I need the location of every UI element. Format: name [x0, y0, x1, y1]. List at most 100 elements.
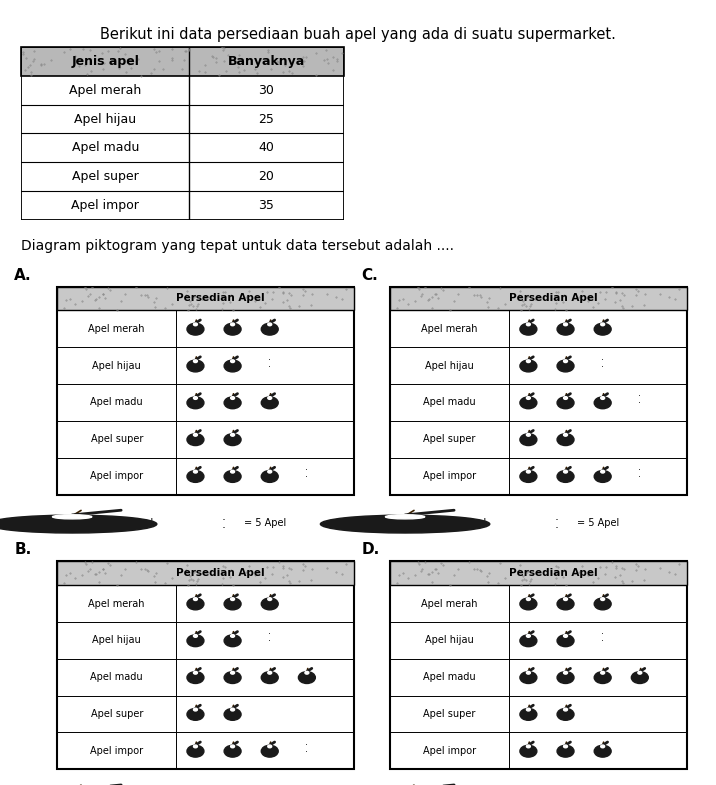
- Circle shape: [557, 433, 574, 446]
- FancyBboxPatch shape: [390, 561, 687, 585]
- Circle shape: [268, 323, 271, 326]
- Text: Apel super: Apel super: [423, 709, 476, 719]
- Text: Apel madu: Apel madu: [90, 672, 143, 682]
- Circle shape: [231, 433, 235, 436]
- Circle shape: [187, 433, 204, 446]
- Circle shape: [187, 470, 204, 482]
- Text: Apel merah: Apel merah: [69, 84, 141, 97]
- Text: Persedian Apel: Persedian Apel: [509, 568, 598, 579]
- Circle shape: [526, 396, 531, 400]
- Circle shape: [193, 323, 198, 326]
- Circle shape: [526, 745, 531, 748]
- Text: = 5 Apel: = 5 Apel: [577, 517, 619, 528]
- Circle shape: [557, 745, 574, 757]
- Circle shape: [520, 745, 537, 757]
- Circle shape: [563, 396, 568, 400]
- Circle shape: [520, 323, 537, 335]
- Text: Diagram piktogram yang tepat untuk data tersebut adalah ....: Diagram piktogram yang tepat untuk data …: [21, 239, 455, 254]
- Circle shape: [526, 597, 531, 601]
- Text: ⁚: ⁚: [306, 469, 309, 479]
- Text: 35: 35: [258, 199, 274, 212]
- Circle shape: [231, 396, 235, 400]
- Text: ⁚: ⁚: [639, 396, 642, 405]
- Circle shape: [594, 598, 611, 610]
- Circle shape: [193, 745, 198, 748]
- Circle shape: [261, 672, 279, 684]
- Circle shape: [231, 597, 235, 601]
- Text: Apel merah: Apel merah: [422, 599, 478, 608]
- Circle shape: [193, 396, 198, 400]
- Circle shape: [563, 745, 568, 748]
- FancyBboxPatch shape: [57, 287, 354, 495]
- Circle shape: [385, 515, 425, 519]
- FancyBboxPatch shape: [390, 287, 687, 495]
- Circle shape: [187, 360, 204, 372]
- Circle shape: [557, 708, 574, 721]
- Text: C.: C.: [362, 268, 378, 283]
- Circle shape: [261, 470, 279, 482]
- Circle shape: [557, 635, 574, 647]
- Circle shape: [557, 598, 574, 610]
- Circle shape: [231, 360, 235, 363]
- Circle shape: [638, 671, 642, 674]
- Circle shape: [231, 708, 235, 711]
- Circle shape: [261, 598, 279, 610]
- Circle shape: [193, 671, 198, 674]
- Circle shape: [520, 397, 537, 409]
- Circle shape: [632, 672, 648, 684]
- Circle shape: [224, 360, 241, 372]
- Circle shape: [563, 360, 568, 363]
- Text: ⁚: ⁚: [306, 744, 309, 754]
- FancyBboxPatch shape: [390, 561, 687, 769]
- Circle shape: [268, 470, 271, 473]
- Text: = 10 Apel: = 10 Apel: [105, 517, 153, 528]
- Text: Jenis apel: Jenis apel: [72, 55, 139, 68]
- Circle shape: [563, 470, 568, 473]
- Circle shape: [224, 708, 241, 721]
- Text: Apel impor: Apel impor: [72, 199, 139, 212]
- Circle shape: [0, 515, 157, 533]
- Circle shape: [224, 397, 241, 409]
- Circle shape: [520, 433, 537, 446]
- Circle shape: [224, 470, 241, 482]
- FancyBboxPatch shape: [57, 561, 354, 769]
- Circle shape: [526, 470, 531, 473]
- Text: Apel merah: Apel merah: [89, 599, 145, 608]
- Circle shape: [231, 323, 235, 326]
- Text: ⁚: ⁚: [601, 633, 604, 644]
- Circle shape: [557, 323, 574, 335]
- Circle shape: [563, 671, 568, 674]
- Text: ⁚: ⁚: [555, 518, 558, 531]
- Circle shape: [187, 323, 204, 335]
- Circle shape: [224, 672, 241, 684]
- Circle shape: [563, 634, 568, 637]
- Text: Apel hijau: Apel hijau: [92, 360, 141, 371]
- Text: Persedian Apel: Persedian Apel: [176, 568, 265, 579]
- Text: Persedian Apel: Persedian Apel: [176, 294, 265, 304]
- FancyBboxPatch shape: [390, 287, 687, 310]
- Text: ⁚: ⁚: [222, 518, 226, 531]
- Text: Apel impor: Apel impor: [423, 746, 476, 756]
- Circle shape: [187, 745, 204, 757]
- Circle shape: [594, 323, 611, 335]
- Text: Apel hijau: Apel hijau: [425, 360, 474, 371]
- Text: Apel merah: Apel merah: [89, 324, 145, 334]
- Text: Apel super: Apel super: [90, 434, 143, 444]
- Circle shape: [299, 672, 315, 684]
- Circle shape: [224, 323, 241, 335]
- Text: Apel hijau: Apel hijau: [425, 635, 474, 645]
- Text: = 5 Apel: = 5 Apel: [244, 517, 286, 528]
- Circle shape: [557, 672, 574, 684]
- Text: B.: B.: [14, 542, 32, 557]
- Circle shape: [601, 597, 604, 601]
- Text: Apel hijau: Apel hijau: [74, 112, 136, 126]
- Circle shape: [594, 470, 611, 482]
- Circle shape: [563, 323, 568, 326]
- Text: Berikut ini data persediaan buah apel yang ada di suatu supermarket.: Berikut ini data persediaan buah apel ya…: [100, 27, 616, 42]
- Circle shape: [52, 515, 92, 519]
- Text: Apel impor: Apel impor: [423, 471, 476, 481]
- Text: ⁚: ⁚: [268, 633, 271, 644]
- Circle shape: [520, 470, 537, 482]
- Text: ⁚: ⁚: [601, 359, 604, 369]
- Circle shape: [231, 634, 235, 637]
